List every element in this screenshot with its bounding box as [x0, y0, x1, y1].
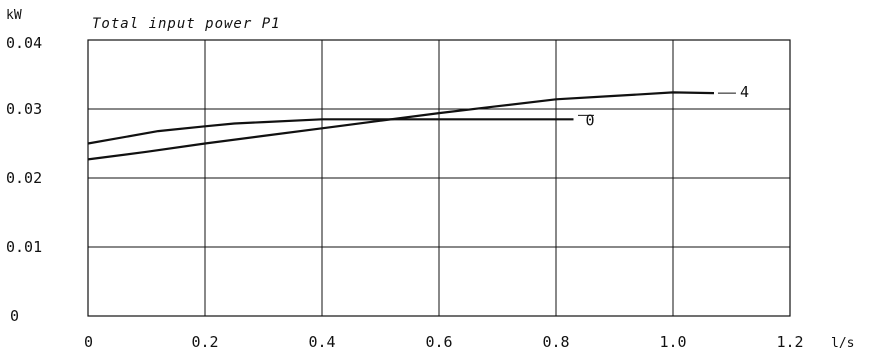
- plot-frame: [87, 39, 791, 317]
- y-tick-label: 0.04: [6, 34, 42, 52]
- y-tick-label: 0.01: [6, 238, 42, 256]
- x-axis-tick-labels: 0 0.2 0.4 0.6 0.8 1.0 1.2: [84, 333, 804, 351]
- x-axis-unit: l/s: [831, 336, 854, 351]
- series-label-4: 4: [740, 83, 749, 101]
- series-line-0: [87, 118, 574, 145]
- y-tick-label: 0: [10, 307, 19, 325]
- y-axis-unit: kW: [6, 8, 22, 23]
- chart-title: Total input power P1: [92, 16, 281, 32]
- x-tick-label: 0.2: [191, 333, 218, 351]
- series-label-0: 0: [586, 111, 595, 129]
- series-lines: 04: [87, 83, 749, 161]
- grid: [88, 40, 790, 316]
- y-tick-label: 0.03: [6, 100, 42, 118]
- x-tick-label: 0.4: [308, 333, 335, 351]
- x-tick-label: 0: [84, 333, 93, 351]
- series-line-4: [87, 91, 715, 161]
- y-tick-label: 0.02: [6, 169, 42, 187]
- x-tick-label: 1.2: [776, 333, 803, 351]
- x-tick-label: 1.0: [659, 333, 686, 351]
- x-tick-label: 0.6: [425, 333, 452, 351]
- y-axis-tick-labels: 0 0.01 0.02 0.03 0.04: [6, 34, 42, 325]
- x-tick-label: 0.8: [542, 333, 569, 351]
